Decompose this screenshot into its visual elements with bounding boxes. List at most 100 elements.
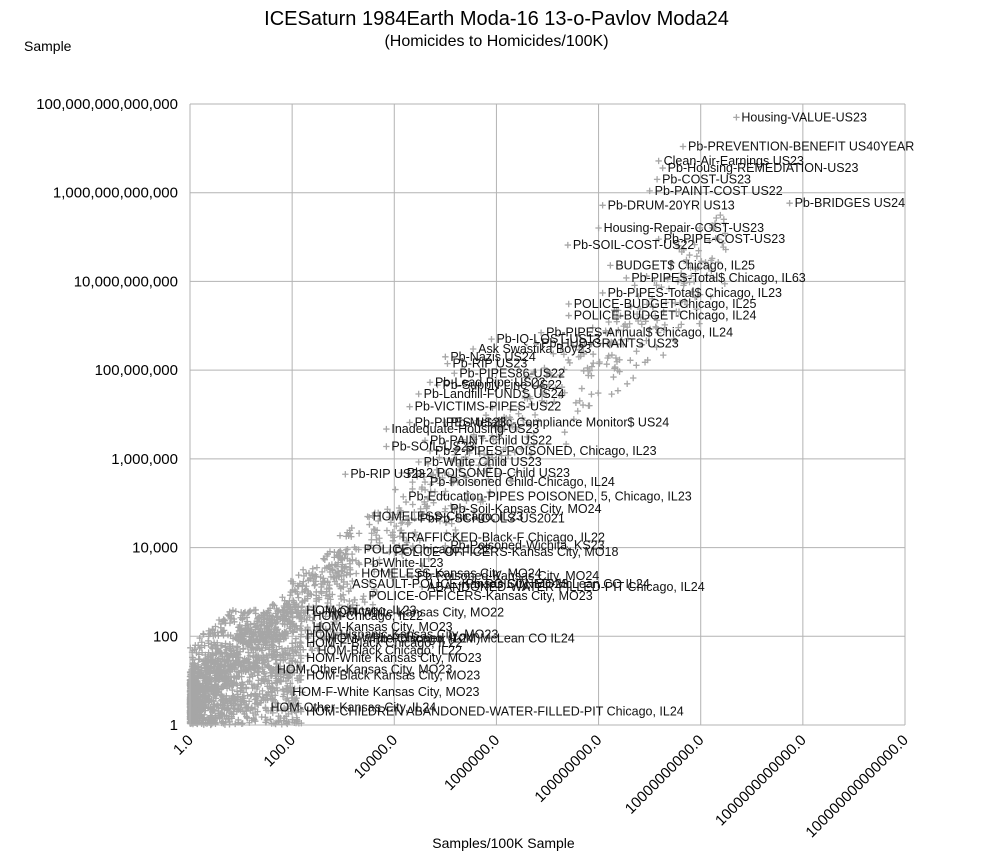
y-tick-label: 10,000 [132, 540, 178, 557]
background-point [721, 280, 728, 287]
background-point [638, 321, 646, 328]
background-point [439, 474, 446, 482]
point-label: BUDGET$ Chicago, IL25 [615, 258, 755, 272]
background-point [280, 657, 287, 664]
background-point [331, 548, 338, 556]
background-point [301, 597, 308, 605]
background-point [337, 592, 344, 600]
background-point [681, 298, 689, 305]
background-point [585, 402, 592, 409]
background-point [680, 282, 687, 289]
background-point [631, 282, 638, 289]
background-point [366, 578, 374, 585]
point-label: Pb-SOIL-COST-US22 [573, 238, 695, 252]
background-point [400, 534, 408, 541]
background-point [695, 247, 702, 254]
background-point [475, 470, 482, 477]
y-tick-label: 100 [153, 628, 178, 645]
background-point [462, 513, 469, 520]
background-point [464, 443, 471, 451]
background-point [309, 565, 316, 572]
data-point [451, 370, 458, 377]
background-point [411, 529, 419, 536]
background-point [273, 613, 280, 620]
point-label: HOM-White-Kansas City, MO22 [328, 606, 504, 620]
background-point [634, 317, 642, 325]
background-point [196, 634, 203, 642]
background-point [427, 481, 434, 488]
background-point [541, 364, 548, 372]
background-point [253, 644, 260, 652]
background-point [245, 649, 252, 656]
background-point [206, 687, 214, 695]
background-point [373, 588, 380, 596]
data-point [297, 655, 305, 662]
background-point [720, 220, 728, 227]
background-point [423, 505, 430, 512]
background-point [686, 278, 693, 286]
background-point [349, 577, 356, 585]
background-point [200, 657, 208, 664]
background-point [281, 621, 288, 628]
background-point [341, 596, 348, 604]
background-point [706, 237, 713, 244]
background-point [304, 652, 311, 660]
background-point [551, 398, 558, 405]
background-point [560, 351, 568, 358]
background-point [635, 293, 642, 300]
background-point [418, 562, 426, 569]
background-point [370, 544, 378, 552]
background-point [291, 685, 298, 693]
background-point [233, 680, 240, 687]
background-point [210, 697, 217, 704]
background-point [398, 527, 405, 534]
background-point [296, 676, 304, 684]
background-point [666, 273, 673, 280]
background-point [219, 628, 226, 635]
point-label: Pb-Poisoned-Wichita, KS23 [450, 539, 604, 553]
background-point [275, 643, 283, 650]
background-point [500, 458, 508, 466]
background-point [252, 664, 259, 671]
background-point [430, 499, 437, 506]
background-point [204, 698, 212, 706]
background-point [252, 654, 259, 661]
background-point [436, 517, 444, 525]
background-point [286, 625, 293, 632]
y-axis-label: Sample [24, 38, 72, 54]
background-point [678, 270, 685, 277]
background-point [392, 544, 400, 551]
background-point [214, 646, 222, 653]
background-point [535, 418, 542, 425]
background-point [557, 345, 564, 352]
background-point [262, 634, 270, 641]
background-point [254, 683, 261, 691]
background-point [259, 687, 266, 695]
data-point [421, 437, 429, 444]
background-point [309, 572, 317, 579]
background-point [508, 478, 515, 485]
point-label: HOM-Black Chicago, IL22 [317, 643, 462, 657]
background-point [272, 720, 279, 728]
background-point [187, 682, 195, 689]
point-label: POLICE-OFFICERS-Kansas City, MO23 [369, 589, 593, 603]
background-point [359, 606, 366, 613]
background-point [614, 341, 621, 348]
background-point [235, 716, 242, 724]
data-point [342, 471, 349, 478]
background-point [501, 425, 508, 433]
background-point [312, 602, 320, 609]
background-point [404, 571, 411, 579]
background-point [364, 545, 372, 552]
background-point [366, 521, 373, 528]
data-point [434, 381, 441, 389]
background-point [292, 709, 300, 716]
background-point [235, 673, 242, 680]
background-point [268, 631, 276, 638]
background-point [429, 472, 436, 479]
background-point [511, 449, 518, 456]
point-label: Inadequate-Housing-US23 [391, 422, 539, 436]
point-label: HOM-Black Kansas City, MO23 [306, 669, 480, 683]
background-point [308, 571, 316, 578]
